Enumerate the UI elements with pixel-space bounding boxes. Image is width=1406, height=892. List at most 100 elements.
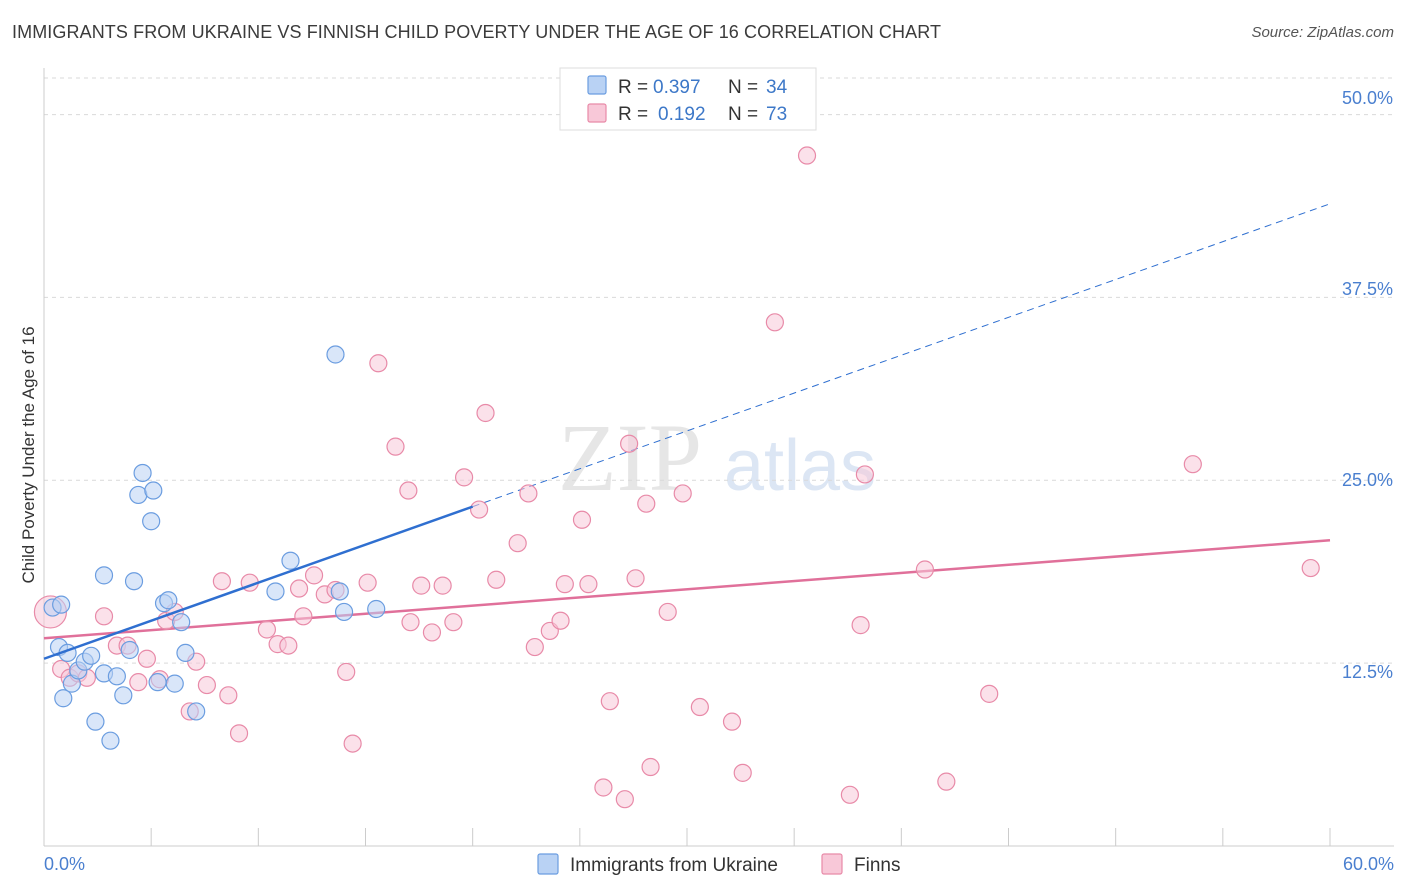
point-finns (641, 757, 660, 777)
point-finns (1183, 455, 1202, 474)
point-finns (433, 576, 452, 595)
legend-n-value-ukraine: 34 (766, 77, 788, 98)
point-finns (137, 649, 156, 668)
point-ukraine (330, 582, 349, 601)
point-finns (658, 602, 677, 622)
point-ukraine (82, 646, 101, 665)
point-ukraine (159, 591, 178, 610)
trend-line-finns (43, 539, 1331, 640)
point-ukraine (142, 512, 161, 531)
legend-r-label-ukraine: R = (618, 77, 648, 98)
point-ukraine (187, 702, 206, 721)
legend-n-label-ukraine: N = (728, 77, 758, 98)
point-ukraine (144, 481, 163, 500)
point-finns (915, 560, 935, 579)
point-finns (615, 790, 634, 809)
point-finns (219, 686, 238, 705)
point-ukraine (172, 613, 191, 632)
point-ukraine (148, 673, 167, 692)
point-finns (289, 579, 309, 598)
point-ukraine (107, 667, 126, 686)
y-tick-label-37-5: 37.5% (1342, 279, 1393, 299)
point-finns (1301, 558, 1320, 578)
point-finns (690, 697, 709, 717)
point-ukraine (86, 712, 105, 731)
point-finns (469, 500, 489, 519)
point-ukraine (176, 643, 195, 663)
point-finns (765, 313, 784, 332)
point-finns (412, 576, 431, 595)
point-ukraine (326, 345, 345, 364)
point-finns (572, 510, 592, 529)
point-finns (980, 684, 999, 703)
point-finns (551, 611, 570, 630)
point-ukraine (114, 686, 133, 705)
bottom-legend-label-finns: Finns (854, 855, 900, 876)
point-finns (294, 607, 313, 626)
point-finns (722, 712, 742, 731)
point-finns (369, 354, 388, 373)
series-legend: Immigrants from Ukraine Finns (537, 853, 900, 876)
stats-legend: R = 0.397 N = 34 R = 0.192 N = 73 (559, 67, 817, 131)
bottom-legend-label-ukraine: Immigrants from Ukraine (570, 855, 778, 876)
point-finns (197, 675, 216, 695)
y-axis-title: Child Poverty Under the Age of 16 (19, 326, 38, 583)
point-finns (422, 623, 442, 642)
point-finns (257, 620, 277, 639)
point-finns (94, 607, 114, 626)
point-finns (229, 724, 249, 743)
point-finns (454, 468, 474, 487)
legend-n-value-finns: 73 (766, 104, 787, 125)
point-ukraine (281, 551, 300, 570)
legend-n-label-finns: N = (728, 104, 758, 125)
chart-title: IMMIGRANTS FROM UKRAINE VS FINNISH CHILD… (12, 22, 942, 42)
point-finns (840, 785, 859, 804)
point-finns (279, 636, 298, 655)
point-ukraine (120, 640, 139, 660)
point-finns (525, 637, 544, 657)
legend-swatch-ukraine (587, 75, 607, 95)
legend-r-value-finns: 0.192 (658, 104, 706, 125)
point-finns (508, 534, 527, 553)
point-finns (637, 494, 656, 513)
watermark-atlas: atlas (724, 426, 876, 506)
point-ukraine (124, 572, 144, 591)
point-ukraine (367, 599, 386, 619)
y-tick-label-50: 50.0% (1342, 88, 1393, 108)
point-finns (386, 437, 405, 456)
legend-r-label-finns: R = (618, 104, 648, 125)
point-finns (476, 403, 495, 423)
point-finns (487, 570, 506, 589)
bottom-legend-swatch-ukraine (537, 853, 559, 875)
point-finns (444, 613, 463, 632)
source-label: Source: ZipAtlas.com (1251, 24, 1394, 41)
point-ukraine (101, 731, 120, 750)
trend-line-ukraine (43, 505, 474, 660)
point-finns (733, 763, 752, 782)
legend-r-value-ukraine: 0.397 (653, 77, 701, 98)
point-finns (620, 434, 639, 453)
point-finns (555, 575, 574, 594)
bottom-legend-swatch-finns (821, 853, 843, 875)
point-ukraine (129, 485, 148, 505)
point-ukraine (52, 595, 71, 614)
y-tick-label-12-5: 12.5% (1342, 662, 1393, 682)
point-finns (937, 772, 956, 791)
point-ukraine (334, 602, 354, 622)
point-finns (797, 146, 817, 165)
point-finns (129, 673, 148, 692)
x-tick-label-max: 60.0% (1343, 854, 1394, 874)
point-ukraine (266, 582, 285, 601)
y-tick-label-25: 25.0% (1342, 470, 1393, 490)
point-ukraine (54, 689, 73, 708)
point-finns (212, 572, 231, 591)
point-finns (579, 575, 598, 594)
point-ukraine (94, 566, 114, 585)
point-finns (673, 484, 692, 503)
point-finns (337, 662, 356, 682)
trend-line-ukraine-extension (472, 203, 1331, 508)
point-finns (594, 778, 613, 797)
point-finns (304, 566, 324, 585)
point-finns (519, 484, 538, 503)
